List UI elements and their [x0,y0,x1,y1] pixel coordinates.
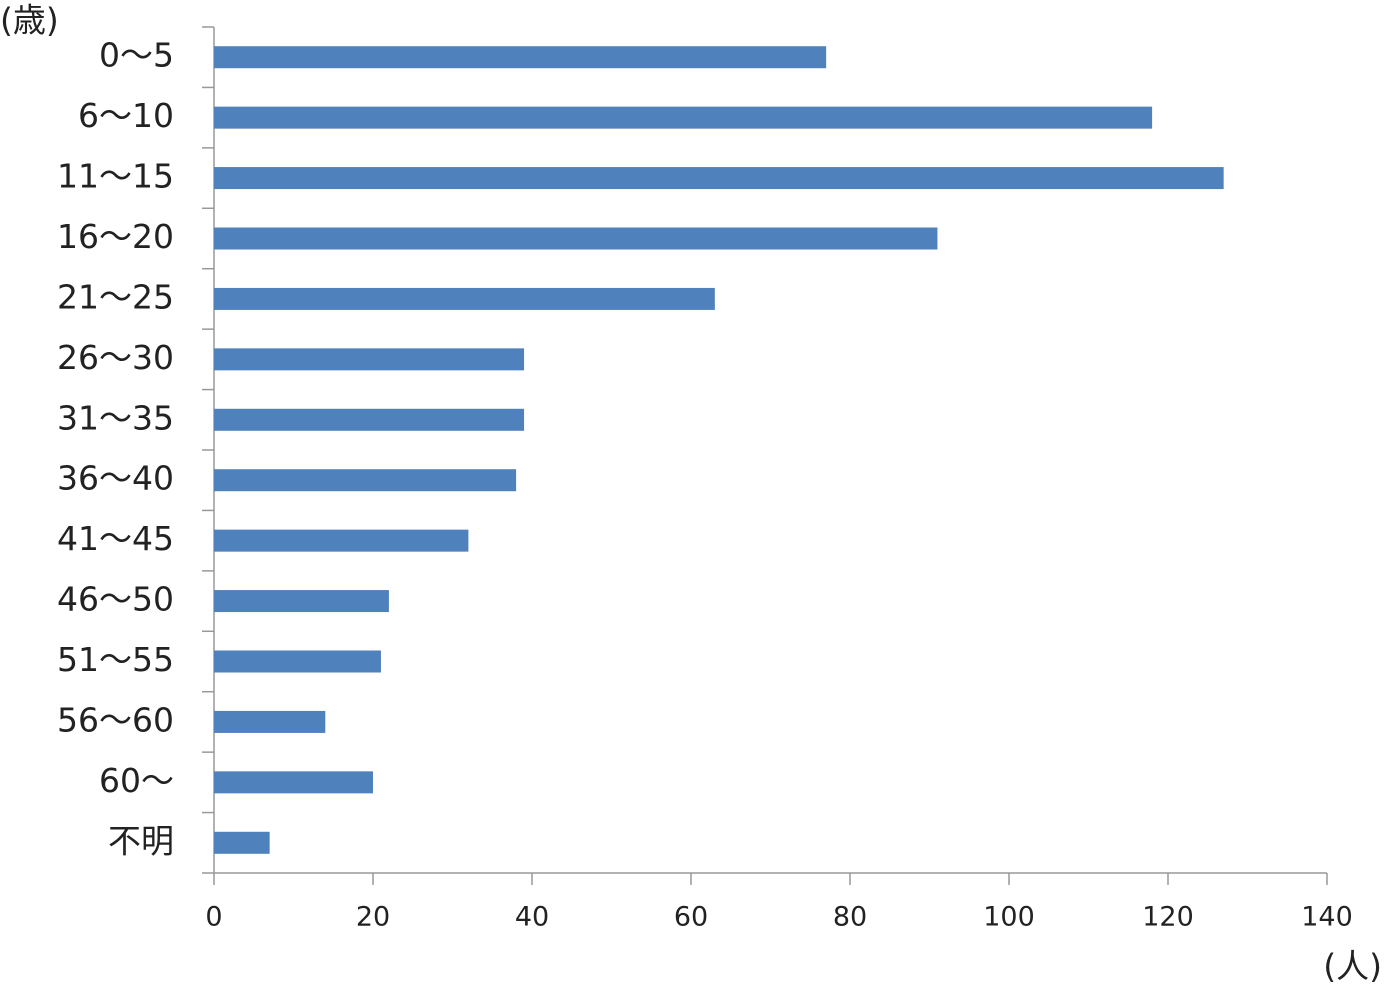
y-tick-label: 16～20 [57,217,174,256]
y-tick-label: 31～35 [57,398,174,437]
y-axis-label: (歳) [0,1,59,40]
bar [214,348,525,371]
bar [214,227,938,250]
y-tick-label: 56～60 [57,700,174,739]
y-tick-label: 60～ [99,761,174,800]
bar [214,529,469,552]
x-tick-label: 140 [1301,902,1353,933]
bar [214,167,1224,190]
x-tick-label: 80 [833,902,867,933]
x-tick-label: 20 [356,902,390,933]
bar [214,831,270,854]
y-tick-label: 26～30 [57,338,174,377]
bar [214,590,389,613]
y-tick-label: 11～15 [57,157,174,196]
y-tick-label: 不明 [108,821,174,860]
bar [214,46,827,69]
bar [214,287,715,310]
y-tick-label: 36～40 [57,459,174,498]
x-tick-label: 120 [1142,902,1194,933]
x-tick-label: 0 [205,902,222,933]
y-tick-label: 51～55 [57,640,174,679]
y-tick-label: 46～50 [57,580,174,619]
bar [214,469,517,492]
x-tick-label: 100 [983,902,1035,933]
y-tick-label: 6～10 [78,96,174,135]
bar [214,771,373,794]
x-tick-label: 60 [674,902,708,933]
bar [214,650,381,673]
bar [214,408,525,431]
y-tick-label: 21～25 [57,277,174,316]
x-axis-label: (人) [1323,947,1382,986]
x-tick-label: 40 [515,902,549,933]
bar [214,106,1153,129]
bar [214,710,326,733]
y-tick-label: 0～5 [99,36,174,75]
y-tick-label: 41～45 [57,519,174,558]
